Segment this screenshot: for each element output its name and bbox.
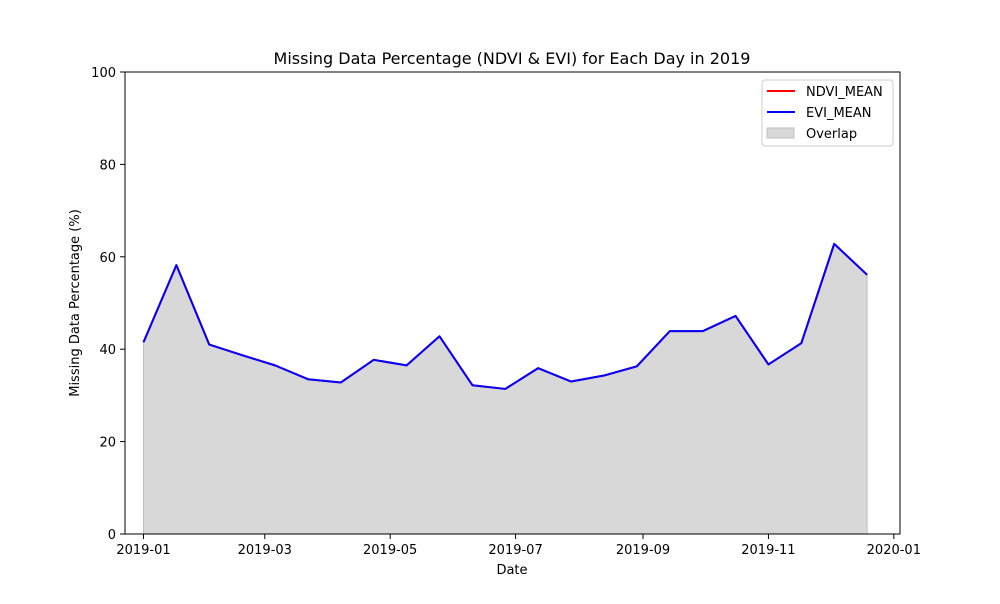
y-tick-label: 80 xyxy=(99,158,116,173)
x-axis-label: Date xyxy=(496,563,527,578)
y-axis-label: Missing Data Percentage (%) xyxy=(68,209,83,397)
x-axis-ticks: 2019-01 2019-03 2019-05 2019-07 2019-09 2019-… xyxy=(116,534,921,558)
legend-label: Overlap xyxy=(806,127,857,142)
series-line-evi-mean xyxy=(142,242,868,390)
y-tick-label: 0 xyxy=(108,528,116,543)
lines-layer xyxy=(142,242,868,390)
x-tick-label: 2020-01 xyxy=(867,543,921,558)
x-tick-label: 2019-07 xyxy=(488,543,542,558)
x-tick-label: 2019-05 xyxy=(363,543,417,558)
legend: NDVI_MEAN EVI_MEAN Overlap xyxy=(761,79,894,147)
x-tick-label: 2019-03 xyxy=(238,543,292,558)
legend-label: NDVI_MEAN xyxy=(806,85,883,100)
y-tick-label: 40 xyxy=(99,343,116,358)
y-tick-label: 60 xyxy=(99,251,116,266)
axes-frame xyxy=(124,71,901,535)
y-tick-label: 20 xyxy=(99,436,116,451)
legend-box xyxy=(761,79,894,147)
x-tick-label: 2019-09 xyxy=(616,543,670,558)
y-axis-ticks: 0 20 40 60 80 100 xyxy=(91,66,125,543)
legend-label: EVI_MEAN xyxy=(806,106,872,121)
x-tick-label: 2019-11 xyxy=(741,543,795,558)
y-tick-label: 100 xyxy=(91,66,116,81)
chart-title: Missing Data Percentage (NDVI & EVI) for… xyxy=(274,49,751,68)
legend-swatch-overlap xyxy=(766,127,795,139)
x-tick-label: 2019-01 xyxy=(116,543,170,558)
